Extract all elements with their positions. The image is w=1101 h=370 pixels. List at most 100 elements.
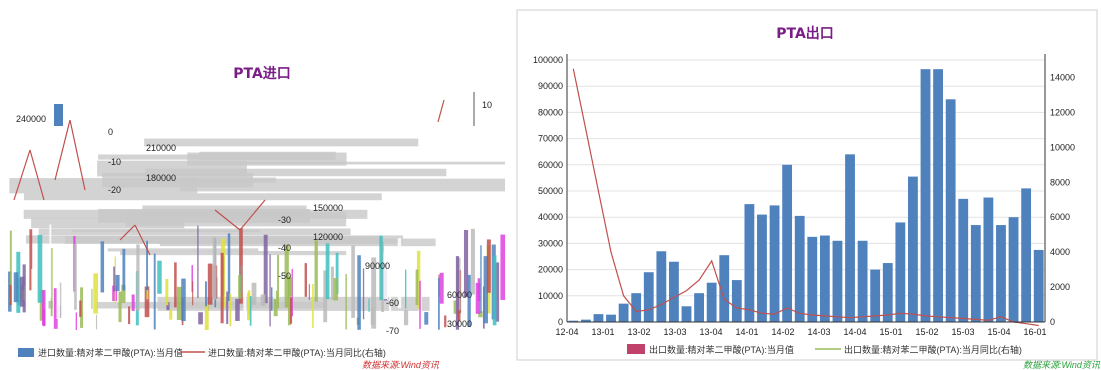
y-tick-label: 180000 <box>146 173 176 183</box>
x-tick-label: 13-02 <box>627 327 650 337</box>
render-artifact <box>187 152 347 166</box>
render-artifact <box>121 284 126 304</box>
y2-tick-label: -40 <box>278 243 291 253</box>
render-artifact <box>79 300 82 317</box>
x-tick-label: 14-03 <box>807 327 830 337</box>
render-artifact <box>444 315 447 328</box>
bar <box>643 272 654 322</box>
render-artifact <box>269 254 271 327</box>
bar <box>744 204 755 322</box>
render-artifact <box>500 234 506 300</box>
bar <box>845 154 855 322</box>
render-artifact <box>118 291 122 323</box>
bar <box>819 235 830 322</box>
y-tick-label: 50000 <box>538 186 563 196</box>
render-artifact <box>125 212 347 227</box>
y-tick-label: 30000 <box>538 238 563 248</box>
render-artifact <box>404 269 407 309</box>
render-artifact <box>345 273 347 330</box>
render-artifact <box>403 309 409 326</box>
render-artifact <box>308 284 310 300</box>
bar <box>933 69 943 322</box>
render-artifact <box>157 296 430 311</box>
y2-tick-label: -20 <box>108 185 121 195</box>
line-fragment <box>239 199 266 231</box>
y2-tick-label: 12000 <box>1050 107 1075 117</box>
render-artifact <box>39 289 44 321</box>
render-artifact <box>56 261 61 319</box>
render-artifact <box>287 276 291 326</box>
y-tick-label: 20000 <box>538 265 563 275</box>
render-artifact <box>174 262 177 308</box>
y-tick-label: 100000 <box>533 55 563 65</box>
render-artifact <box>475 282 481 314</box>
render-artifact <box>304 263 307 297</box>
render-artifact <box>486 239 491 293</box>
bar <box>769 205 780 322</box>
render-artifact <box>198 312 203 325</box>
render-artifact <box>169 309 173 320</box>
render-artifact <box>122 248 126 291</box>
render-artifact <box>95 314 98 330</box>
y-tick-label: 120000 <box>313 232 343 242</box>
line-fragment <box>214 209 241 231</box>
render-artifact <box>314 240 318 302</box>
render-artifact <box>483 256 488 324</box>
render-artifact <box>480 245 482 313</box>
bar <box>669 261 679 322</box>
render-artifact <box>179 178 506 192</box>
render-artifact <box>467 274 471 328</box>
render-artifact <box>362 268 365 320</box>
bar <box>920 69 931 322</box>
x-tick-label: 14-04 <box>843 327 866 337</box>
render-artifact <box>23 193 382 201</box>
render-artifact <box>478 311 483 318</box>
bar <box>832 240 843 322</box>
bar <box>857 240 868 322</box>
right-legend-bar-swatch <box>627 344 645 354</box>
left-legend-line-label: 进口数量:精对苯二甲酸(PTA):当月同比(右轴) <box>208 347 386 358</box>
render-artifact <box>192 281 194 306</box>
line-fragment <box>437 99 445 123</box>
render-artifact <box>176 286 182 321</box>
render-artifact <box>53 288 58 329</box>
render-artifact <box>291 268 293 317</box>
render-artifact <box>204 304 209 330</box>
render-artifact <box>263 234 268 304</box>
right-chart-title: PTA出口 <box>776 25 834 42</box>
render-artifact <box>9 230 12 306</box>
render-artifact <box>323 270 328 323</box>
bar <box>996 225 1006 322</box>
y2-tick-label: -10 <box>108 157 121 167</box>
render-artifact <box>31 218 185 229</box>
render-artifact <box>191 265 194 293</box>
pta-export-chart: PTA出口 0100002000030000400005000060000700… <box>516 9 1101 370</box>
left-legend-bar-swatch <box>18 348 34 357</box>
bar <box>970 225 981 322</box>
y-tick-label: 30000 <box>447 319 472 329</box>
render-artifact <box>9 178 198 194</box>
line-fragment <box>69 119 86 191</box>
render-artifact <box>379 235 383 301</box>
y-tick-label: 210000 <box>146 143 176 153</box>
x-tick-label: 15-03 <box>951 327 974 337</box>
render-artifact <box>115 274 120 292</box>
render-artifact <box>100 128 180 132</box>
y2-tick-label: -60 <box>386 298 399 308</box>
render-artifact <box>227 233 231 302</box>
render-artifact <box>93 273 99 314</box>
bar <box>1033 249 1044 322</box>
render-artifact <box>419 280 421 329</box>
render-artifact <box>357 255 361 330</box>
y-tick-label: 90000 <box>538 81 563 91</box>
render-artifact <box>416 250 421 309</box>
render-artifact <box>371 257 377 329</box>
bar <box>1008 217 1019 322</box>
y-tick-label: 90000 <box>365 261 390 271</box>
y2-tick-label: -70 <box>386 326 399 336</box>
render-artifact <box>80 287 84 328</box>
render-artifact <box>41 290 46 326</box>
render-artifact <box>330 266 334 300</box>
bar <box>782 164 793 322</box>
bar <box>618 303 629 322</box>
